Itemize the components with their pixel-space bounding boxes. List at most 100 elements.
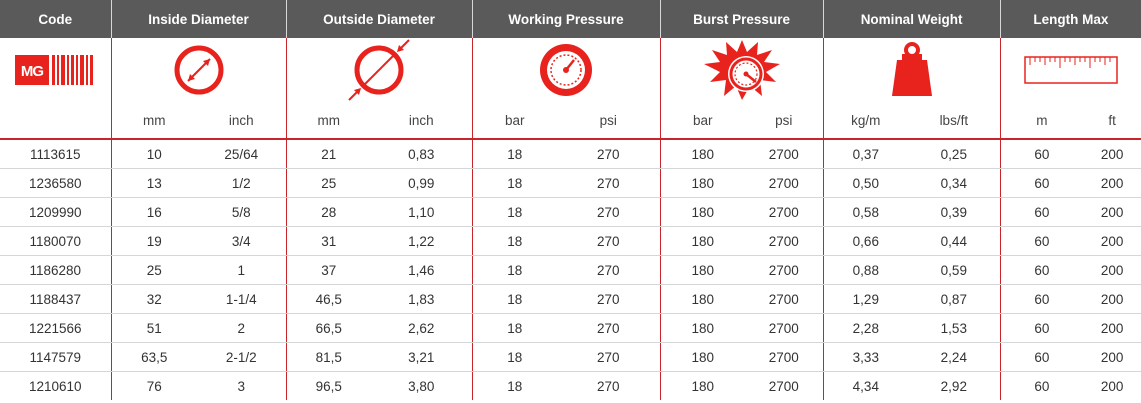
cell-id-mm: 13 bbox=[110, 168, 197, 198]
cell-l-ft: 200 bbox=[1100, 378, 1124, 394]
units-row: mm inch mm inch bar psi bar psi kg/m lbs… bbox=[0, 102, 1141, 140]
unit-wp-bar: bar bbox=[471, 102, 558, 140]
cell-code: 1186280 bbox=[0, 255, 111, 285]
cell-od-inch: 2,62 bbox=[371, 313, 473, 343]
cell-id-inch: 5/8 bbox=[197, 197, 287, 227]
cell-id-inch: 1 bbox=[197, 255, 287, 285]
cell-bp-bar: 180 bbox=[659, 342, 746, 372]
table-row: 1147579 63,5 2-1/2 81,5 3,21 18 270 180 2700 3,33… bbox=[0, 342, 1141, 372]
cell-wp-psi: 270 bbox=[557, 197, 661, 227]
cell-w-kgm: 0,66 bbox=[822, 226, 909, 256]
table-row: 1180070 19 3/4 31 1,22 18 270 180 2700 0,66 0,44 60… bbox=[0, 226, 1141, 256]
cell-od-inch: 3,21 bbox=[371, 342, 473, 372]
cell-bp-psi: 2700 bbox=[745, 284, 824, 314]
cell-id-inch: 3/4 bbox=[197, 226, 287, 256]
cell-id-inch: 2 bbox=[197, 313, 287, 343]
table-row: 1186280 25 1 37 1,46 18 270 180 2700 0,88 0,59 60 20… bbox=[0, 255, 1141, 285]
unit-l-m: m bbox=[999, 102, 1084, 140]
table-row: 1113615 10 25/64 21 0,83 18 270 180 2700 0,37 0,25… bbox=[0, 139, 1141, 169]
unit-id-inch: inch bbox=[197, 102, 287, 140]
cell-l-m: 60 bbox=[999, 139, 1084, 169]
cell-id-mm: 32 bbox=[110, 284, 197, 314]
cell-wp-psi: 270 bbox=[557, 255, 661, 285]
unit-w-kgm: kg/m bbox=[822, 102, 909, 140]
cell-wp-bar: 18 bbox=[471, 371, 558, 400]
cell-id-mm: 51 bbox=[110, 313, 197, 343]
cell-w-kgm: 0,37 bbox=[822, 139, 909, 169]
unit-bp-psi: psi bbox=[745, 102, 824, 140]
cell-l-ft: 200 bbox=[1083, 313, 1141, 343]
cell-code: 1180070 bbox=[0, 226, 111, 256]
cell-id-mm: 16 bbox=[110, 197, 197, 227]
cell-od-mm: 25 bbox=[285, 168, 372, 198]
outside-diameter-icon bbox=[285, 38, 473, 102]
cell-wp-psi: 270 bbox=[557, 139, 661, 169]
cell-od-inch: 1,22 bbox=[371, 226, 473, 256]
cell-code: 1210610 bbox=[28, 378, 82, 394]
cell-l-m: 60 bbox=[999, 284, 1084, 314]
header-code: Code bbox=[0, 0, 111, 38]
table-body: 1113615 10 25/64 21 0,83 18 270 180 2700 0,37 0,25… bbox=[0, 139, 1141, 400]
logo-text: MG bbox=[21, 63, 43, 80]
unit-l-ft: ft bbox=[1083, 102, 1141, 140]
cell-od-inch: 1,46 bbox=[371, 255, 473, 285]
cell-od-mm: 81,5 bbox=[285, 342, 372, 372]
cell-wp-bar: 18 bbox=[471, 226, 558, 256]
cell-code: 1221566 bbox=[0, 313, 111, 343]
cell-bp-psi: 2700 bbox=[745, 342, 824, 372]
cell-w-kgm: 0,58 bbox=[822, 197, 909, 227]
cell-od-inch: 0,99 bbox=[371, 168, 473, 198]
cell-bp-psi: 2700 bbox=[745, 255, 824, 285]
table-row: 1209990 16 5/8 28 1,10 18 270 180 2700 0,58 0,39 60… bbox=[0, 197, 1141, 227]
cell-w-lbsft: 0,34 bbox=[908, 168, 1001, 198]
cell-w-kgm: 1,29 bbox=[822, 284, 909, 314]
cell-wp-psi: 270 bbox=[557, 313, 661, 343]
cell-w-lbsft: 0,25 bbox=[908, 139, 1001, 169]
cell-l-m: 60 bbox=[999, 255, 1084, 285]
cell-wp-psi: 270 bbox=[597, 378, 620, 394]
cell-bp-psi: 2700 bbox=[768, 378, 799, 394]
cell-od-mm: 21 bbox=[285, 139, 372, 169]
cell-wp-psi: 270 bbox=[557, 168, 661, 198]
cell-wp-psi: 270 bbox=[557, 342, 661, 372]
cell-code: 1147579 bbox=[0, 342, 111, 372]
cell-l-ft: 200 bbox=[1083, 168, 1141, 198]
ruler-icon bbox=[999, 38, 1141, 102]
cell-bp-bar: 180 bbox=[659, 197, 746, 227]
cell-l-ft: 200 bbox=[1083, 255, 1141, 285]
cell-w-lbsft: 2,92 bbox=[940, 378, 967, 394]
cell-w-kgm: 2,28 bbox=[822, 313, 909, 343]
header-inside-diameter: Inside Diameter bbox=[110, 0, 287, 38]
cell-code: 1209990 bbox=[0, 197, 111, 227]
cell-od-mm: 37 bbox=[285, 255, 372, 285]
cell-wp-bar: 18 bbox=[471, 255, 558, 285]
cell-w-kgm: 3,33 bbox=[822, 342, 909, 372]
barcode-logo-icon: MG bbox=[0, 38, 111, 102]
cell-id-mm: 63,5 bbox=[110, 342, 197, 372]
cell-l-m: 60 bbox=[999, 226, 1084, 256]
inside-diameter-icon bbox=[110, 38, 287, 102]
cell-wp-bar: 18 bbox=[471, 342, 558, 372]
cell-od-mm: 28 bbox=[285, 197, 372, 227]
cell-od-mm: 66,5 bbox=[285, 313, 372, 343]
header-row: Code Inside Diameter Outside Diameter Wo… bbox=[0, 0, 1141, 38]
cell-od-inch: 1,10 bbox=[371, 197, 473, 227]
header-outside-diameter: Outside Diameter bbox=[285, 0, 473, 38]
header-nominal-weight: Nominal Weight bbox=[822, 0, 1001, 38]
cell-id-inch: 2-1/2 bbox=[197, 342, 287, 372]
unit-wp-psi: psi bbox=[557, 102, 661, 140]
cell-w-lbsft: 1,53 bbox=[908, 313, 1001, 343]
cell-bp-psi: 2700 bbox=[745, 168, 824, 198]
unit-w-lbsft: lbs/ft bbox=[908, 102, 1001, 140]
cell-bp-psi: 2700 bbox=[745, 197, 824, 227]
cell-code: 1236580 bbox=[0, 168, 111, 198]
cell-w-lbsft: 0,44 bbox=[908, 226, 1001, 256]
cell-bp-bar: 180 bbox=[659, 255, 746, 285]
cell-id-inch: 25/64 bbox=[197, 139, 287, 169]
table-row: 1210610 76 3 96,5 3,80 18 270 180 2700 4,34 2,92 60… bbox=[0, 371, 1141, 400]
cell-l-m: 60 bbox=[999, 342, 1084, 372]
cell-wp-bar: 18 bbox=[471, 284, 558, 314]
pressure-gauge-icon bbox=[471, 38, 661, 102]
cell-id-inch: 3 bbox=[237, 378, 246, 394]
